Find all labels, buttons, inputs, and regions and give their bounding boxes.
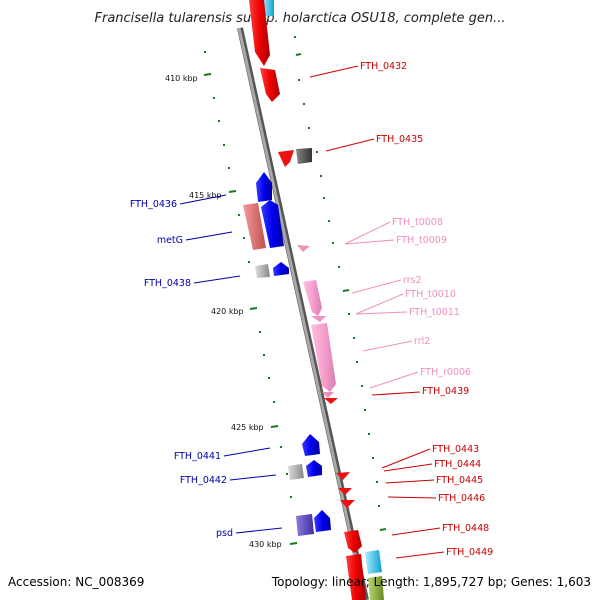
gene-feature[interactable]	[255, 264, 270, 278]
gene-feature[interactable]	[311, 323, 336, 392]
gene-feature[interactable]	[368, 576, 384, 600]
gene-label-fth-0441[interactable]: FTH_0441	[174, 451, 221, 462]
gene-feature[interactable]	[322, 392, 334, 398]
gene-feature[interactable]	[243, 203, 266, 250]
gene-label-fth-0449[interactable]: FTH_0449	[446, 547, 493, 558]
gene-feature[interactable]	[260, 68, 280, 102]
gene-label-fth-0446[interactable]: FTH_0446	[438, 493, 485, 504]
gene-feature[interactable]	[273, 262, 289, 276]
gene-feature[interactable]	[365, 550, 382, 574]
kbp-label: 410 kbp	[165, 74, 198, 83]
gene-label-fth-0432[interactable]: FTH_0432	[360, 61, 407, 72]
gene-feature[interactable]	[302, 434, 320, 456]
kbp-scale: 410 kbp 415 kbp 420 kbp 425 kbp 430 kbp	[165, 74, 282, 549]
gene-feature[interactable]	[311, 316, 326, 322]
gene-feature[interactable]	[249, 0, 270, 66]
gene-label-fth-0444[interactable]: FTH_0444	[434, 459, 481, 470]
gene-feature[interactable]	[338, 488, 352, 495]
left-gene-labels: FTH_0436 metG FTH_0438 FTH_0441 FTH_0442…	[130, 199, 233, 539]
gene-feature[interactable]	[256, 172, 272, 202]
right-leader-lines	[309, 65, 445, 559]
gene-feature[interactable]	[340, 500, 355, 508]
gene-label-fth-r0006[interactable]: FTH_r0006	[420, 367, 471, 378]
gene-feature[interactable]	[297, 245, 310, 252]
chromosome-backbone	[237, 27, 369, 600]
gene-feature[interactable]	[303, 280, 322, 316]
gene-label-fth-0448[interactable]: FTH_0448	[442, 523, 489, 534]
accession-text: Accession: NC_008369	[8, 575, 144, 589]
left-leader-lines	[179, 194, 283, 534]
genome-summary-text: Topology: linear; Length: 1,895,727 bp; …	[271, 575, 591, 589]
gene-label-fth-0438[interactable]: FTH_0438	[144, 278, 191, 289]
right-gene-labels: FTH_0432 FTH_0435 FTH_t0008 FTH_t0009 rr…	[360, 61, 493, 558]
left-tick-track	[203, 51, 298, 545]
gene-label-fth-t0009[interactable]: FTH_t0009	[396, 235, 447, 246]
gene-feature[interactable]	[314, 510, 331, 532]
kbp-label: 430 kbp	[249, 540, 282, 549]
gene-label-fth-t0011[interactable]: FTH_t0011	[409, 307, 460, 318]
gene-label-fth-0445[interactable]: FTH_0445	[436, 475, 483, 486]
kbp-label: 420 kbp	[211, 307, 244, 316]
gene-feature[interactable]	[306, 460, 322, 477]
gene-feature[interactable]	[288, 464, 304, 480]
kbp-label: 425 kbp	[231, 423, 264, 432]
gene-label-rrs2[interactable]: rrs2	[403, 275, 422, 286]
right-tick-track	[294, 36, 387, 531]
gene-label-fth-t0008[interactable]: FTH_t0008	[392, 217, 443, 228]
gene-label-fth-0443[interactable]: FTH_0443	[432, 444, 479, 455]
gene-feature[interactable]	[278, 150, 294, 167]
gene-feature[interactable]	[344, 530, 362, 553]
gene-label-rrl2[interactable]: rrl2	[414, 336, 430, 347]
gene-feature[interactable]	[296, 514, 314, 536]
gene-feature[interactable]	[296, 148, 312, 164]
gene-features	[243, 0, 384, 600]
gene-feature[interactable]	[261, 200, 284, 248]
gene-label-fth-t0010[interactable]: FTH_t0010	[405, 289, 456, 300]
map-title: Francisella tularensis subsp. holarctica…	[95, 11, 506, 26]
gene-label-fth-0436[interactable]: FTH_0436	[130, 199, 177, 210]
gene-feature[interactable]	[324, 398, 338, 404]
kbp-label: 415 kbp	[189, 191, 222, 200]
gene-feature[interactable]	[336, 472, 350, 480]
gene-label-metg[interactable]: metG	[157, 235, 183, 246]
gene-feature[interactable]	[346, 554, 366, 600]
gene-label-fth-0442[interactable]: FTH_0442	[180, 475, 227, 486]
gene-label-fth-0439[interactable]: FTH_0439	[422, 386, 469, 397]
gene-label-fth-0435[interactable]: FTH_0435	[376, 134, 423, 145]
gene-label-psd[interactable]: psd	[216, 528, 233, 539]
